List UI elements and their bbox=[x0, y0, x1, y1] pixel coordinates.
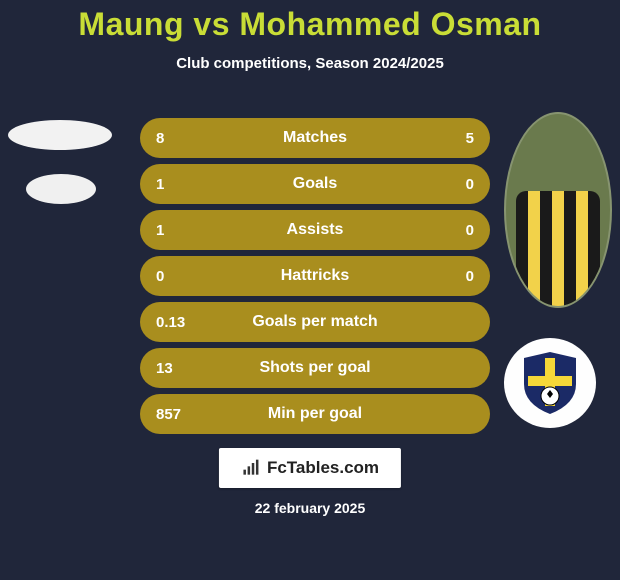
subtitle: Club competitions, Season 2024/2025 bbox=[0, 55, 620, 72]
stat-left-value: 1 bbox=[156, 176, 196, 193]
player1-photo-placeholder bbox=[8, 120, 112, 150]
stat-row: 857Min per goal bbox=[140, 394, 490, 434]
stat-row: 0Hattricks0 bbox=[140, 256, 490, 296]
page-title: Maung vs Mohammed Osman bbox=[0, 0, 620, 43]
stat-label: Goals bbox=[196, 175, 434, 193]
stat-right-value: 5 bbox=[434, 130, 474, 147]
club-shield-icon bbox=[520, 350, 580, 416]
branding-text: FcTables.com bbox=[267, 458, 379, 478]
stat-row: 1Goals0 bbox=[140, 164, 490, 204]
comparison-card: Maung vs Mohammed Osman Club competition… bbox=[0, 0, 620, 580]
stat-right-value: 0 bbox=[434, 222, 474, 239]
branding-badge[interactable]: FcTables.com bbox=[219, 448, 401, 488]
stat-label: Matches bbox=[196, 129, 434, 147]
stat-label: Shots per goal bbox=[196, 359, 434, 377]
stat-row: 0.13Goals per match bbox=[140, 302, 490, 342]
chart-icon bbox=[241, 458, 261, 478]
stat-left-value: 0.13 bbox=[156, 314, 196, 331]
stat-right-value: 0 bbox=[434, 176, 474, 193]
stat-left-value: 8 bbox=[156, 130, 196, 147]
stat-row: 13Shots per goal bbox=[140, 348, 490, 388]
stat-left-value: 0 bbox=[156, 268, 196, 285]
stat-left-value: 857 bbox=[156, 406, 196, 423]
stat-row: 1Assists0 bbox=[140, 210, 490, 250]
stat-row: 8Matches5 bbox=[140, 118, 490, 158]
stat-label: Hattricks bbox=[196, 267, 434, 285]
stat-left-value: 13 bbox=[156, 360, 196, 377]
stat-right-value: 0 bbox=[434, 268, 474, 285]
stat-left-value: 1 bbox=[156, 222, 196, 239]
stat-label: Min per goal bbox=[196, 405, 434, 423]
stat-label: Assists bbox=[196, 221, 434, 239]
player2-photo bbox=[504, 112, 612, 308]
player1-club-placeholder bbox=[26, 174, 96, 204]
player2-jersey bbox=[516, 191, 599, 308]
player2-club-badge bbox=[504, 338, 596, 428]
stats-list: 8Matches51Goals01Assists00Hattricks00.13… bbox=[140, 118, 490, 440]
stat-label: Goals per match bbox=[196, 313, 434, 331]
date-text: 22 february 2025 bbox=[0, 500, 620, 516]
